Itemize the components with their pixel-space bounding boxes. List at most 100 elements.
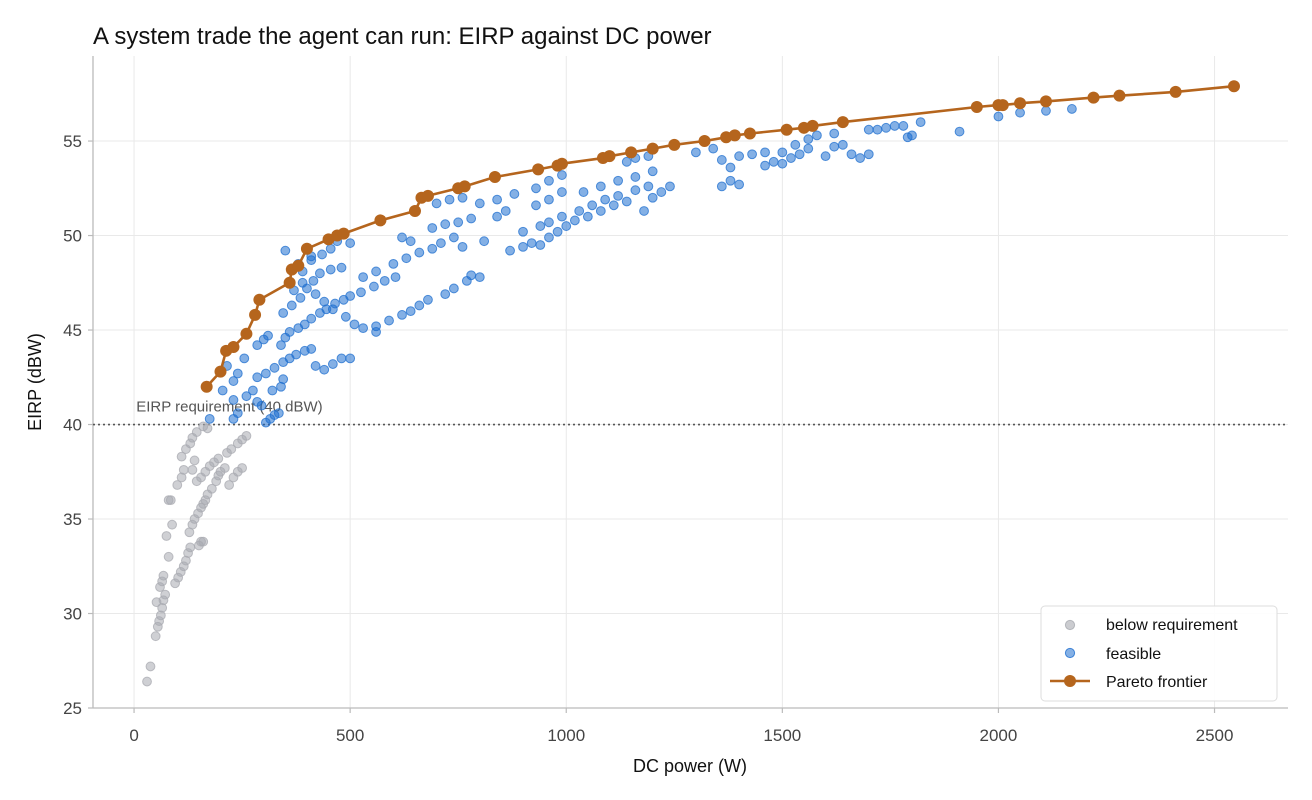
below-requirement-point bbox=[185, 542, 196, 553]
feasible-point bbox=[241, 391, 252, 402]
feasible-point bbox=[317, 249, 327, 260]
feasible-point bbox=[621, 156, 632, 167]
feasible-point bbox=[716, 155, 727, 165]
feasible-point bbox=[204, 413, 215, 424]
feasible-point bbox=[509, 189, 520, 199]
feasible-point bbox=[278, 308, 289, 318]
y-axis-ticks: 25 30 35 40 45 50 55 bbox=[63, 132, 93, 718]
feasible-point bbox=[405, 236, 416, 247]
feasible-point bbox=[889, 121, 900, 131]
feasible-point bbox=[492, 211, 502, 222]
feasible-point bbox=[725, 175, 736, 186]
legend-label-pareto: Pareto frontier bbox=[1106, 674, 1208, 691]
pareto-point bbox=[743, 127, 756, 140]
feasible-point bbox=[448, 283, 459, 294]
pareto-point bbox=[421, 189, 434, 202]
feasible-point bbox=[457, 241, 468, 252]
feasible-point bbox=[466, 213, 477, 224]
feasible-point bbox=[252, 372, 263, 383]
feasible-point bbox=[1041, 105, 1051, 116]
pareto-point bbox=[408, 204, 421, 217]
pareto-point bbox=[488, 170, 501, 183]
feasible-point bbox=[1015, 107, 1025, 118]
below-requirement-point bbox=[213, 453, 224, 464]
feasible-point bbox=[647, 166, 658, 177]
feasible-point bbox=[993, 111, 1004, 122]
y-axis-label: EIRP (dBW) bbox=[25, 333, 45, 431]
feasible-point bbox=[760, 160, 770, 171]
feasible-point bbox=[379, 275, 390, 286]
y-tick-label: 40 bbox=[63, 416, 82, 435]
x-tick-label: 2000 bbox=[980, 726, 1018, 745]
x-tick-label: 1000 bbox=[547, 726, 585, 745]
y-tick-label: 35 bbox=[63, 510, 82, 529]
feasible-point bbox=[535, 221, 546, 231]
feasible-point bbox=[786, 153, 796, 163]
feasible-point bbox=[535, 240, 546, 250]
legend-marker-below-requirement bbox=[1064, 619, 1076, 631]
feasible-point bbox=[453, 217, 464, 228]
feasible-point bbox=[397, 310, 407, 320]
feasible-point bbox=[466, 270, 477, 281]
below-requirement-point bbox=[202, 423, 213, 434]
feasible-point bbox=[340, 311, 351, 322]
y-tick-label: 50 bbox=[63, 227, 82, 246]
feasible-point bbox=[291, 349, 302, 360]
feasible-point bbox=[276, 340, 286, 351]
pareto-point bbox=[698, 135, 711, 148]
feasible-point bbox=[803, 143, 814, 154]
x-axis-ticks: 0 500 1000 1500 2000 2500 bbox=[129, 708, 1233, 745]
legend-label-feasible: feasible bbox=[1106, 646, 1161, 663]
feasible-point bbox=[829, 141, 840, 152]
feasible-point bbox=[500, 206, 511, 216]
pareto-point bbox=[603, 150, 616, 163]
below-requirement-point bbox=[224, 480, 235, 490]
feasible-point bbox=[544, 217, 554, 228]
below-requirement-point bbox=[219, 463, 230, 473]
feasible-point bbox=[327, 359, 338, 369]
feasible-point bbox=[665, 181, 675, 192]
y-tick-label: 45 bbox=[63, 321, 82, 340]
pareto-point bbox=[1039, 95, 1052, 108]
feasible-point bbox=[248, 385, 258, 396]
feasible-point bbox=[397, 232, 407, 243]
x-tick-label: 2500 bbox=[1196, 726, 1234, 745]
feasible-point bbox=[630, 185, 641, 196]
feasible-point bbox=[384, 315, 394, 326]
below-requirement-point bbox=[172, 480, 183, 490]
feasible-point bbox=[474, 272, 485, 283]
feasible-point bbox=[371, 266, 381, 277]
feasible-point bbox=[479, 236, 490, 247]
feasible-point bbox=[574, 206, 585, 216]
feasible-point bbox=[431, 198, 442, 209]
feasible-point bbox=[260, 368, 271, 379]
feasible-point bbox=[595, 206, 606, 216]
chart-title: A system trade the agent can run: EIRP a… bbox=[93, 23, 712, 50]
feasible-point bbox=[457, 192, 468, 203]
pareto-point bbox=[970, 101, 983, 114]
pareto-point bbox=[458, 180, 471, 193]
feasible-point bbox=[656, 187, 667, 197]
feasible-point bbox=[280, 245, 291, 256]
feasible-point bbox=[345, 238, 356, 248]
feasible-point bbox=[232, 368, 243, 379]
feasible-point bbox=[747, 149, 757, 160]
feasible-point bbox=[608, 200, 619, 211]
feasible-point bbox=[531, 200, 541, 211]
feasible-point bbox=[388, 258, 399, 269]
feasible-point bbox=[760, 147, 770, 158]
feasible-point bbox=[228, 376, 239, 386]
feasible-point bbox=[915, 117, 926, 128]
pareto-frontier-line bbox=[205, 84, 1235, 388]
feasible-point bbox=[267, 385, 278, 396]
feasible-point bbox=[427, 243, 438, 254]
feasible-point bbox=[440, 219, 451, 230]
feasible-point bbox=[327, 304, 338, 315]
pareto-point bbox=[292, 259, 305, 272]
pareto-point bbox=[1169, 85, 1182, 98]
x-tick-label: 500 bbox=[336, 726, 364, 745]
feasible-point bbox=[647, 192, 658, 203]
feasible-point bbox=[269, 362, 280, 373]
